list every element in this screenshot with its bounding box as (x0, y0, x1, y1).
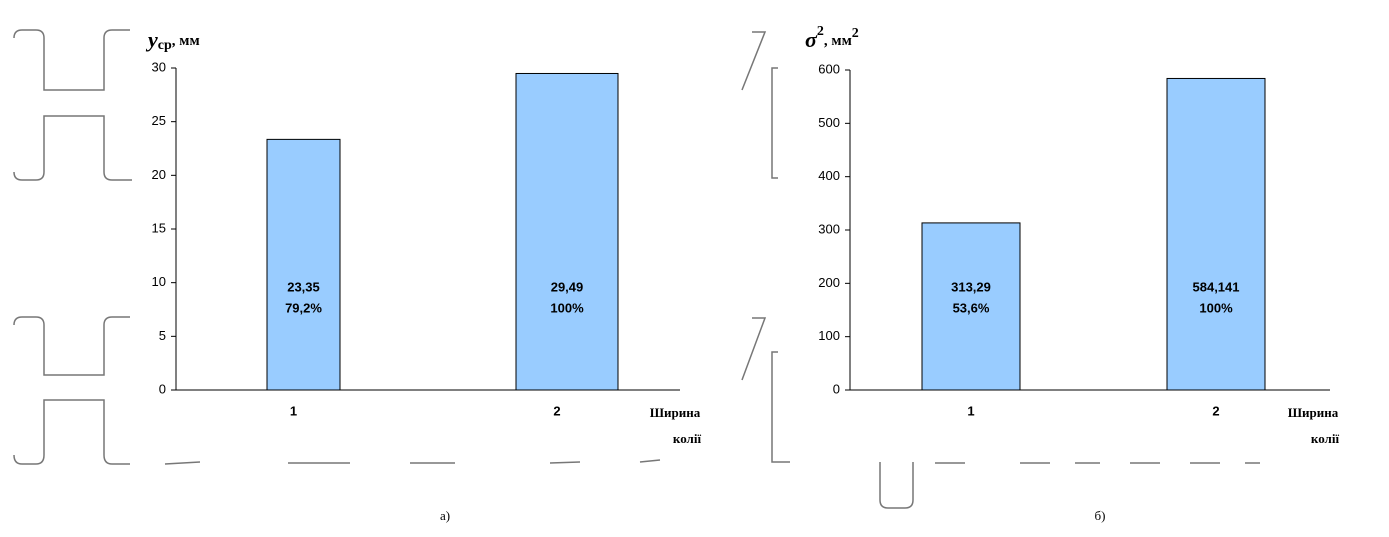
y-label-unit: , мм (824, 33, 852, 49)
share-label: 79,2% (285, 300, 322, 315)
bar (266, 138, 341, 391)
y-tick-label: 600 (818, 61, 840, 76)
y-label-unit: , мм (172, 33, 200, 49)
y-tick-label: 300 (818, 221, 840, 236)
x-tick-label: 2 (553, 403, 560, 418)
y-label-symbol: σ (805, 27, 818, 52)
y-tick-label: 10 (152, 274, 166, 289)
value-label: 23,35 (287, 279, 320, 294)
value-label: 313,29 (951, 279, 991, 294)
y-tick-label: 5 (159, 328, 166, 343)
x-axis-label: колії (673, 431, 702, 446)
bar (1166, 77, 1266, 391)
share-label: 100% (550, 300, 584, 315)
y-tick-label: 25 (152, 113, 166, 128)
x-tick-label: 1 (967, 403, 974, 418)
caption: б) (1095, 508, 1106, 523)
y-tick-label: 0 (159, 381, 166, 396)
value-label: 29,49 (551, 279, 584, 294)
bar (921, 222, 1021, 391)
share-label: 53,6% (953, 300, 990, 315)
caption: а) (440, 508, 450, 523)
x-tick-label: 1 (290, 403, 297, 418)
value-label: 584,141 (1193, 279, 1240, 294)
x-axis-label: колії (1311, 431, 1340, 446)
y-label-symbol: y (145, 27, 158, 52)
y-tick-label: 30 (152, 59, 166, 74)
x-tick-label: 2 (1212, 403, 1219, 418)
y-tick-label: 0 (833, 381, 840, 396)
y-tick-label: 500 (818, 115, 840, 130)
x-axis-label: Ширина (650, 405, 701, 420)
y-label-index: ср (158, 38, 172, 53)
bar (515, 72, 619, 391)
y-tick-label: 200 (818, 275, 840, 290)
y-tick-label: 15 (152, 220, 166, 235)
x-axis-label: Ширина (1288, 405, 1339, 420)
y-axis-label: yср, мм (145, 27, 200, 53)
y-label-unit-power: 2 (852, 26, 859, 41)
y-tick-label: 100 (818, 328, 840, 343)
y-tick-label: 20 (152, 167, 166, 182)
y-tick-label: 400 (818, 168, 840, 183)
y-label-index: 2 (817, 24, 824, 39)
share-label: 100% (1199, 300, 1233, 315)
y-axis-label: σ2, мм2 (805, 24, 859, 52)
decoration (13, 29, 1260, 509)
